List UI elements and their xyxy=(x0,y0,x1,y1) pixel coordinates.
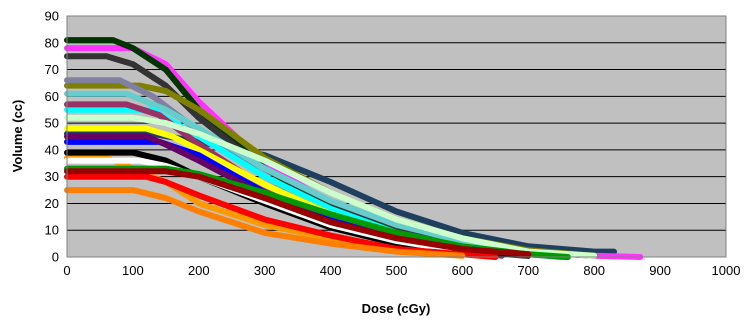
y-tick-label: 90 xyxy=(45,9,59,24)
y-tick-label: 40 xyxy=(45,142,59,157)
x-tick-labels: 0 100 200 300 400 500 600 700 800 900 1000 xyxy=(63,263,740,278)
x-tick-label: 100 xyxy=(122,263,144,278)
x-tick-label: 700 xyxy=(517,263,539,278)
y-tick-label: 10 xyxy=(45,223,59,238)
plot-border xyxy=(66,15,727,258)
x-tick-label: 200 xyxy=(188,263,210,278)
y-tick-label: 20 xyxy=(45,196,59,211)
x-axis-title: Dose (cGy) xyxy=(362,301,431,316)
y-tick-label: 80 xyxy=(45,35,59,50)
x-tick-label: 300 xyxy=(254,263,276,278)
y-axis-title: Volume (cc) xyxy=(10,100,25,173)
series-lines xyxy=(64,37,644,260)
x-tick-label: 500 xyxy=(386,263,408,278)
y-tick-label: 70 xyxy=(45,62,59,77)
x-tick-label: 600 xyxy=(452,263,474,278)
series-line-20 xyxy=(64,187,466,259)
y-tick-label: 50 xyxy=(45,116,59,131)
y-tick-labels: 0 10 20 30 40 50 60 70 80 90 xyxy=(45,9,59,265)
x-tick-label: 1000 xyxy=(712,263,741,278)
y-tick-label: 30 xyxy=(45,169,59,184)
x-tick-label: 800 xyxy=(583,263,605,278)
x-tick-label: 400 xyxy=(320,263,342,278)
series-line-10 xyxy=(64,114,598,259)
y-tick-label: 60 xyxy=(45,89,59,104)
y-tick-label: 0 xyxy=(52,250,59,265)
x-tick-label: 0 xyxy=(63,263,70,278)
x-tick-label: 900 xyxy=(649,263,671,278)
series-line-19 xyxy=(64,168,532,258)
